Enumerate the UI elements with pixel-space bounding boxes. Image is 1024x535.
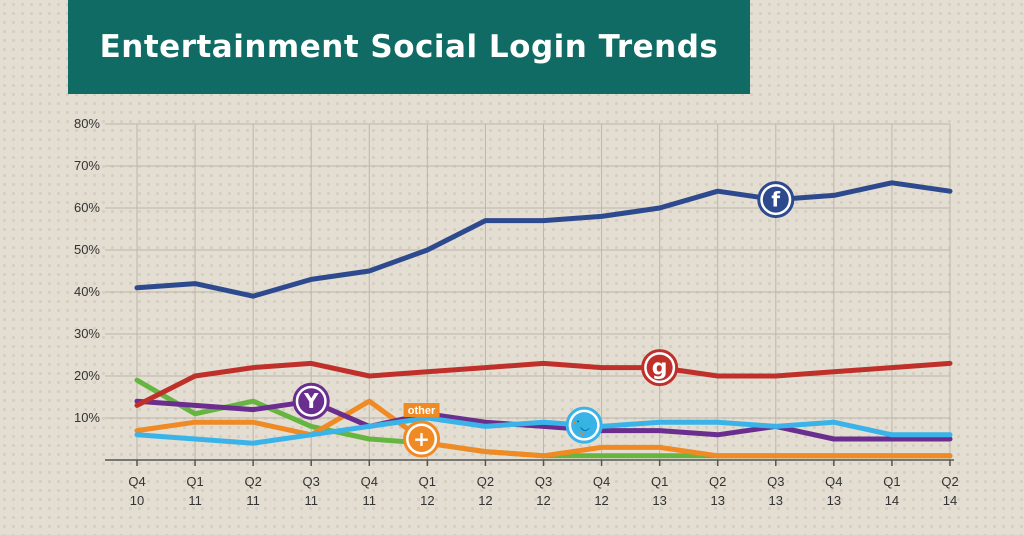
y-tick-label: 60% [74, 200, 100, 215]
series-lines [134, 180, 953, 459]
grid [105, 123, 954, 466]
google-plus-icon-fill [408, 426, 435, 452]
x-tick-label: Q1 [883, 474, 900, 489]
chart-title: Entertainment Social Login Trends [99, 29, 719, 65]
x-tick-label: 11 [188, 493, 202, 508]
twitter-icon-glyph: 🐦 [572, 413, 597, 437]
x-tick-label: 12 [420, 493, 434, 508]
y-axis-ticks: 80% 70% 60% 50% 40% 30% 20% 10% [74, 116, 100, 425]
facebook-icon: f [757, 181, 795, 219]
y-tick-label: 80% [74, 116, 100, 131]
x-tick-label: 12 [478, 493, 492, 508]
y-tick-label: 10% [74, 410, 100, 425]
x-tick-label: 11 [304, 493, 318, 508]
y-tick-label: 40% [74, 284, 100, 299]
title-banner: Entertainment Social Login Trends [68, 0, 750, 94]
x-tick-label: 12 [536, 493, 550, 508]
x-tick-label: Q1 [186, 474, 203, 489]
x-tick-label: 11 [246, 493, 260, 508]
y-tick-label: 50% [74, 242, 100, 257]
y-tick-label: 20% [74, 368, 100, 383]
google-icon-glyph: g [652, 356, 668, 381]
google-icon: g [641, 349, 679, 387]
x-axis-ticks: Q4 10 Q1 11 Q2 11 Q3 11 Q4 11 Q1 12 Q2 12 Q3 12 Q4 12 Q1 13… [128, 474, 958, 508]
y-tick-label: 30% [74, 326, 100, 341]
yahoo-icon-fill [298, 388, 325, 415]
x-tick-label: Q2 [709, 474, 726, 489]
x-tick-label: 14 [943, 493, 957, 508]
y-tick-label: 70% [74, 158, 100, 173]
other-label: other [408, 405, 436, 417]
x-tick-label: Q1 [651, 474, 668, 489]
yahoo-icon-glyph: Y [303, 389, 319, 413]
twitter-icon-fill [571, 412, 598, 439]
x-tick-label: Q4 [128, 474, 145, 489]
x-tick-label: Q3 [303, 474, 320, 489]
x-tick-label: 10 [130, 493, 144, 508]
x-tick-label: 13 [710, 493, 724, 508]
google-icon-fill [646, 354, 673, 381]
x-tick-label: Q4 [593, 474, 610, 489]
series-icons: f g 🐦 Y + other [292, 181, 795, 458]
x-tick-label: Q2 [477, 474, 494, 489]
yahoo-icon: Y [292, 382, 330, 420]
google-plus-icon: + other [403, 403, 441, 458]
twitter-icon: 🐦 [565, 406, 603, 444]
x-tick-label: 11 [363, 493, 377, 508]
x-tick-label: 13 [769, 493, 783, 508]
x-tick-label: Q3 [535, 474, 552, 489]
x-tick-label: 13 [827, 493, 841, 508]
x-tick-label: 14 [885, 493, 899, 508]
x-tick-label: Q4 [825, 474, 842, 489]
x-tick-label: Q2 [941, 474, 958, 489]
x-tick-label: Q4 [361, 474, 378, 489]
x-tick-label: Q2 [244, 474, 261, 489]
x-tick-label: 13 [652, 493, 666, 508]
x-tick-label: Q1 [419, 474, 436, 489]
facebook-icon-fill [762, 186, 789, 213]
other-label-bg [403, 403, 440, 417]
facebook-icon-glyph: f [771, 188, 780, 212]
google-plus-icon-glyph: + [413, 427, 430, 451]
x-tick-label: 12 [594, 493, 608, 508]
x-tick-label: Q3 [767, 474, 784, 489]
